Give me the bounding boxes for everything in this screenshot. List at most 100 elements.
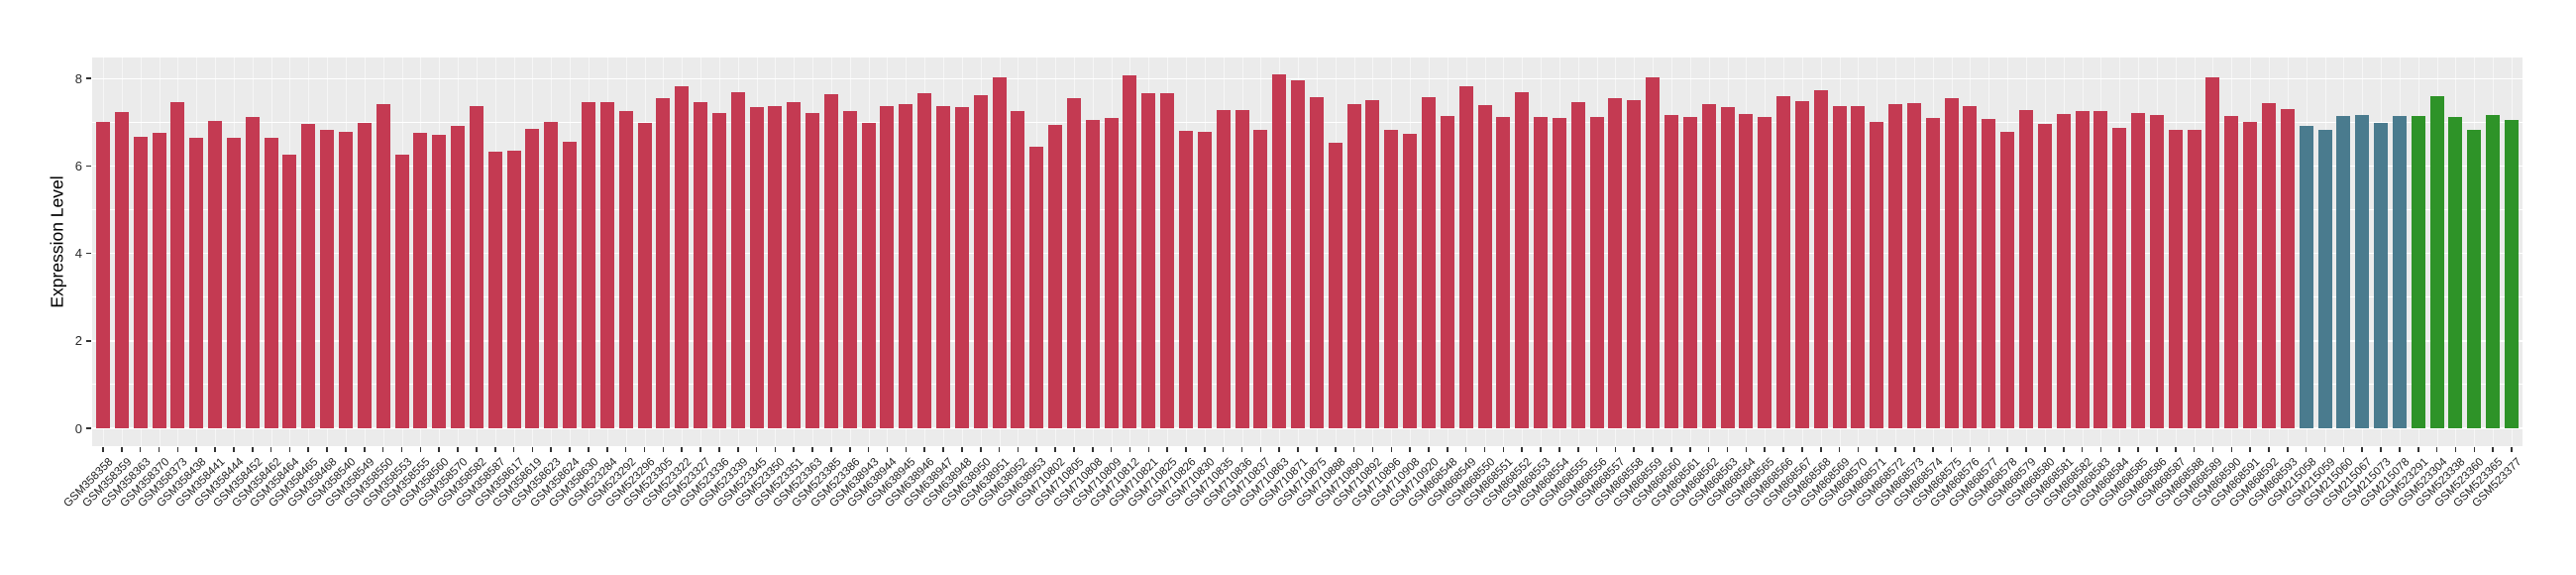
bar-GSM358560 (432, 134, 447, 428)
bar-GSM523304 (2429, 95, 2444, 428)
x-axis-tick (755, 447, 758, 452)
bar-GSM358452 (245, 117, 260, 428)
x-axis-tick (2473, 447, 2476, 452)
bar-GSM710890 (1346, 103, 1361, 428)
y-axis-tick (86, 77, 91, 79)
bar-GSM638951 (992, 76, 1007, 428)
bar-GSM710808 (1085, 119, 1100, 428)
y-axis-tick-label: 6 (74, 158, 82, 173)
bar-GSM868567 (1794, 100, 1809, 428)
x-axis-tick (2211, 447, 2214, 452)
bar-GSM358619 (525, 129, 540, 428)
bar-GSM358582 (469, 105, 483, 428)
x-axis-tick (121, 447, 123, 452)
x-axis-tick (1652, 447, 1654, 452)
x-axis-tick (1819, 447, 1822, 452)
x-axis-tick (550, 447, 553, 452)
x-axis-tick (1334, 447, 1337, 452)
gridline-minor (92, 384, 2522, 385)
y-axis-tick-label: 2 (74, 333, 82, 349)
x-axis-tick (1390, 447, 1393, 452)
x-axis-tick (1054, 447, 1056, 452)
x-axis-tick (1857, 447, 1860, 452)
bar-GSM523291 (2411, 116, 2425, 428)
bar-GSM710812 (1123, 75, 1137, 428)
x-axis-tick (979, 447, 982, 452)
bar-GSM710920 (1421, 96, 1436, 428)
bar-GSM868589 (2205, 77, 2220, 428)
bar-GSM215067 (2355, 115, 2370, 428)
bar-GSM868575 (1944, 97, 1959, 428)
x-axis-tick (811, 447, 813, 452)
bar-GSM358540 (338, 131, 353, 428)
x-axis-tick (2268, 447, 2270, 452)
gridline-major (92, 427, 2522, 429)
x-axis-tick (438, 447, 440, 452)
x-axis-tick (233, 447, 235, 452)
bar-GSM868550 (1477, 104, 1492, 428)
x-axis-tick (2025, 447, 2027, 452)
x-axis-tick (1316, 447, 1318, 452)
x-axis-tick (1483, 447, 1486, 452)
bar-GSM215078 (2392, 116, 2407, 428)
x-axis-tick (1595, 447, 1598, 452)
x-axis-tick (512, 447, 515, 452)
x-axis-tick (139, 447, 142, 452)
bar-GSM868560 (1664, 114, 1678, 428)
bar-GSM868590 (2224, 115, 2239, 428)
bar-GSM710830 (1197, 131, 1212, 428)
x-axis-tick (606, 447, 608, 452)
x-axis-tick (493, 447, 496, 452)
x-axis-tick (736, 447, 739, 452)
x-axis-tick (2342, 447, 2345, 452)
bar-GSM868581 (2056, 113, 2071, 428)
bar-GSM358553 (394, 154, 409, 428)
bar-GSM868571 (1870, 122, 1884, 428)
bar-GSM868556 (1589, 117, 1604, 428)
y-axis-tick (86, 252, 91, 255)
bar-GSM868572 (1888, 104, 1903, 428)
bar-GSM868564 (1739, 113, 1754, 428)
x-axis-tick (2099, 447, 2102, 452)
x-axis-tick (1521, 447, 1523, 452)
x-axis-tick (1876, 447, 1878, 452)
x-axis-tick (2305, 447, 2308, 452)
bar-GSM868588 (2187, 130, 2201, 428)
bar-GSM710888 (1328, 143, 1342, 428)
x-axis-tick (2118, 447, 2121, 452)
x-axis-tick (718, 447, 720, 452)
x-axis-tick (1745, 447, 1748, 452)
x-axis-tick (1633, 447, 1636, 452)
x-axis-tick (643, 447, 646, 452)
bar-GSM523339 (730, 92, 745, 428)
x-axis-tick (998, 447, 1001, 452)
bar-GSM868561 (1682, 116, 1697, 428)
bar-GSM523322 (675, 85, 690, 428)
bar-GSM868586 (2149, 114, 2164, 428)
bar-GSM358630 (581, 102, 595, 428)
x-axis-tick (1987, 447, 1990, 452)
x-axis-tick (1091, 447, 1094, 452)
x-axis-tick (1576, 447, 1579, 452)
x-axis-tick (681, 447, 683, 452)
x-axis-tick (269, 447, 272, 452)
bar-GSM868583 (2093, 110, 2108, 428)
bar-GSM523345 (749, 107, 764, 428)
bar-GSM868566 (1776, 95, 1791, 428)
bar-GSM523338 (2448, 117, 2463, 428)
bar-GSM215073 (2374, 123, 2389, 428)
x-axis-tick (102, 447, 104, 452)
bar-GSM358444 (226, 138, 241, 428)
x-axis-tick (699, 447, 701, 452)
gridline-major (92, 77, 2522, 79)
bar-GSM638945 (899, 104, 913, 428)
bar-GSM638950 (973, 94, 988, 428)
x-axis-tick (1297, 447, 1299, 452)
x-axis-tick (2230, 447, 2233, 452)
x-axis-tick (774, 447, 777, 452)
bar-GSM868558 (1627, 100, 1642, 428)
bar-GSM868577 (1982, 119, 1996, 428)
bar-GSM868555 (1570, 101, 1585, 428)
bar-GSM710892 (1365, 99, 1380, 428)
